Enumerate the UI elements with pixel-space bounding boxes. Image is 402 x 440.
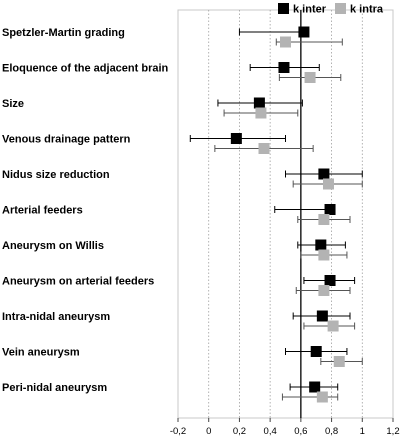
k-inter-point (316, 310, 328, 322)
x-tick-label: 1 (360, 426, 365, 437)
k-inter-point (278, 62, 290, 73)
k-inter-point (230, 133, 242, 144)
point-markers (230, 26, 345, 403)
k-inter-point (318, 168, 330, 180)
row-label: Aneurysm on Willis (2, 240, 104, 252)
k-intra-point (255, 107, 267, 119)
k-intra-point (258, 143, 270, 154)
axis-layer: -0,2 0 0,2 0,4 0,6 0,8 1 1,2 (170, 10, 400, 437)
x-tick-label: 0 (206, 426, 211, 437)
row-label: Eloquence of the adjacent brain (2, 63, 169, 75)
k-inter-point (315, 239, 327, 251)
row-label: Venous drainage pattern (2, 134, 131, 146)
legend-label-k-inter: k inter (293, 4, 327, 16)
legend: k inter k intra (278, 3, 384, 16)
k-intra-point (333, 356, 345, 367)
row-label: Arterial feeders (2, 205, 83, 217)
k-inter-point (324, 204, 336, 215)
k-intra-point (316, 391, 328, 403)
k-inter-point (298, 26, 310, 38)
k-intra-point (323, 178, 334, 190)
x-tick-label: 0,4 (264, 426, 277, 437)
k-inter-point (309, 381, 321, 393)
row-labels: Spetzler-Martin grading Eloquence of the … (2, 27, 169, 394)
row-label: Spetzler-Martin grading (2, 27, 125, 39)
k-intra-point (280, 36, 291, 48)
row-label: Size (2, 98, 24, 110)
x-tick-label: 1,2 (386, 426, 399, 437)
k-inter-point (310, 346, 322, 357)
k-intra-point (318, 214, 330, 225)
x-tick-label: 0,2 (233, 426, 246, 437)
error-bars (189, 28, 363, 401)
k-intra-point (327, 320, 339, 332)
k-inter-point (324, 275, 336, 286)
k-intra-point (318, 285, 330, 296)
x-tick-label: 0,8 (325, 426, 338, 437)
row-label: Intra-nidal aneurysm (2, 311, 110, 323)
k-intra-point (304, 72, 316, 83)
x-tick-label: 0,6 (294, 426, 307, 437)
row-label: Peri-nidal aneurysm (2, 382, 107, 394)
row-label: Nidus size reduction (2, 169, 110, 181)
k-inter-point (253, 97, 265, 109)
legend-swatch-k-inter (278, 3, 289, 14)
x-tick-label: -0,2 (170, 426, 186, 437)
row-label: Vein aneurysm (2, 347, 80, 359)
k-intra-point (318, 249, 330, 261)
legend-label-k-intra: k intra (350, 4, 384, 16)
row-label: Aneurysm on arterial feeders (2, 276, 154, 288)
legend-swatch-k-intra (335, 3, 346, 14)
